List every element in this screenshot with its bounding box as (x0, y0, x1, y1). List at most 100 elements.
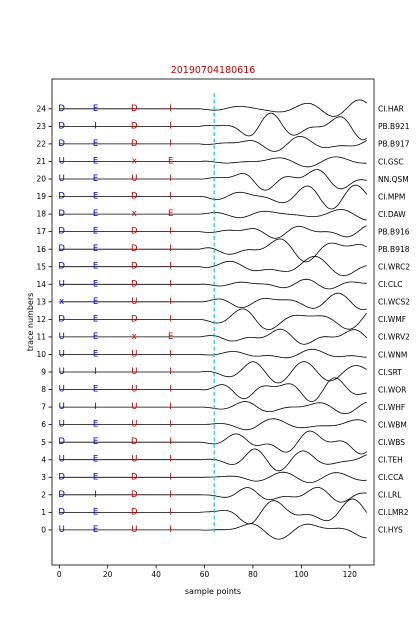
pick-label: E (93, 472, 98, 482)
station-label: CI.WHF (378, 403, 405, 412)
pick-label: E (93, 139, 98, 149)
station-label: CI.WBM (378, 420, 407, 429)
station-label: CI.HYS (378, 526, 403, 535)
trace-line (59, 328, 367, 345)
y-tick-label: 18 (36, 210, 46, 219)
pick-label: U (59, 385, 65, 395)
pick-label: I (94, 367, 97, 377)
x-tick-label: 60 (200, 570, 210, 579)
pick-label: D (58, 472, 65, 482)
pick-label: E (93, 455, 98, 465)
x-tick-label: 120 (343, 570, 358, 579)
trace-line (59, 278, 367, 290)
pick-label: D (131, 314, 138, 324)
pick-label: E (93, 244, 98, 254)
pick-label: I (169, 490, 172, 500)
trace-line (59, 361, 367, 384)
pick-label: E (93, 297, 98, 307)
x-axis-label: sample points (185, 587, 241, 596)
pick-label: D (131, 192, 138, 202)
pick-label: I (169, 314, 172, 324)
x-axis: 0 20 40 60 80 100 120 (57, 565, 357, 579)
y-tick-label: 24 (36, 104, 46, 113)
pick-label: I (169, 262, 172, 272)
y-tick-label: 14 (36, 280, 46, 289)
trace-line (59, 156, 367, 168)
station-labels: CI.HYS CI.LMR2 CI.LRL CI.CCA CI.TEH CI.WBS CI.… (378, 105, 410, 535)
y-tick-label: 19 (36, 192, 46, 201)
plot-frame (51, 78, 375, 566)
trace-line (59, 209, 367, 221)
pick-label: I (169, 420, 172, 430)
station-label: PB.B918 (378, 245, 410, 254)
pick-label: I (169, 385, 172, 395)
station-label: CI.MPM (378, 192, 405, 201)
pick-label: I (169, 139, 172, 149)
pick-label: I (169, 472, 172, 482)
pick-label: U (59, 332, 65, 342)
pick-label: I (94, 402, 97, 412)
pick-label: I (169, 104, 172, 114)
y-tick-label: 12 (36, 315, 46, 324)
x-tick-label: 20 (103, 570, 113, 579)
trace-line (59, 498, 368, 525)
y-tick-label: 2 (41, 490, 46, 499)
pick-label: E (93, 227, 98, 237)
pick-label: D (58, 139, 65, 149)
pick-label: D (131, 279, 138, 289)
pick-label: D (131, 139, 138, 149)
station-label: CI.WNM (378, 350, 407, 359)
trace-line (59, 430, 367, 455)
pick-label: U (131, 402, 137, 412)
pick-label: I (169, 525, 172, 535)
pick-label: x (132, 156, 137, 166)
pick-label: D (131, 244, 138, 254)
y-tick-label: 4 (41, 455, 46, 464)
station-label: CI.CCA (378, 473, 404, 482)
pick-label: I (169, 367, 172, 377)
station-label: CI.WOR (378, 385, 406, 394)
pick-label: x (132, 209, 137, 219)
x-tick-label: 100 (294, 570, 309, 579)
pick-label: I (169, 437, 172, 447)
pick-label: U (59, 525, 65, 535)
y-tick-label: 5 (41, 438, 46, 447)
trace-line (59, 308, 368, 331)
pick-label: U (131, 385, 137, 395)
trace-line (59, 348, 367, 359)
pick-label: x (132, 332, 137, 342)
trace-line (59, 292, 367, 310)
station-label: CI.GSC (378, 157, 404, 166)
pick-label: U (131, 455, 137, 465)
pick-label: D (58, 314, 65, 324)
pick-label: x (59, 297, 64, 307)
pick-labels-layer: U E U I D E D I D I D I D E D I U E U I D E D I U E U I U I U I U E U I U I U I… (58, 104, 173, 535)
station-label: CI.LRL (378, 491, 402, 500)
pick-label: E (93, 209, 98, 219)
pick-label: E (93, 385, 98, 395)
chart-title: 20190704180616 (171, 65, 256, 76)
pick-label: U (131, 420, 137, 430)
pick-label: E (93, 525, 98, 535)
station-label: CI.TEH (378, 456, 403, 465)
station-label: CI.HAR (378, 105, 404, 114)
station-label: CI.LMR2 (378, 508, 409, 517)
trace-line (59, 112, 367, 141)
pick-label: E (93, 507, 98, 517)
pick-label: I (169, 192, 172, 202)
pick-label: E (168, 209, 173, 219)
station-label: CI.SRT (378, 368, 402, 377)
y-tick-label: 9 (41, 368, 46, 377)
trace-line (59, 471, 367, 483)
station-label: CI.CLC (378, 280, 403, 289)
pick-label: D (58, 192, 65, 202)
pick-label: D (131, 507, 138, 517)
y-tick-label: 15 (36, 262, 46, 271)
station-label: CI.WRV2 (378, 333, 410, 342)
pick-label: E (93, 349, 98, 359)
y-tick-label: 20 (36, 175, 46, 184)
pick-label: E (93, 104, 98, 114)
pick-label: E (168, 156, 173, 166)
pick-label: U (131, 349, 137, 359)
